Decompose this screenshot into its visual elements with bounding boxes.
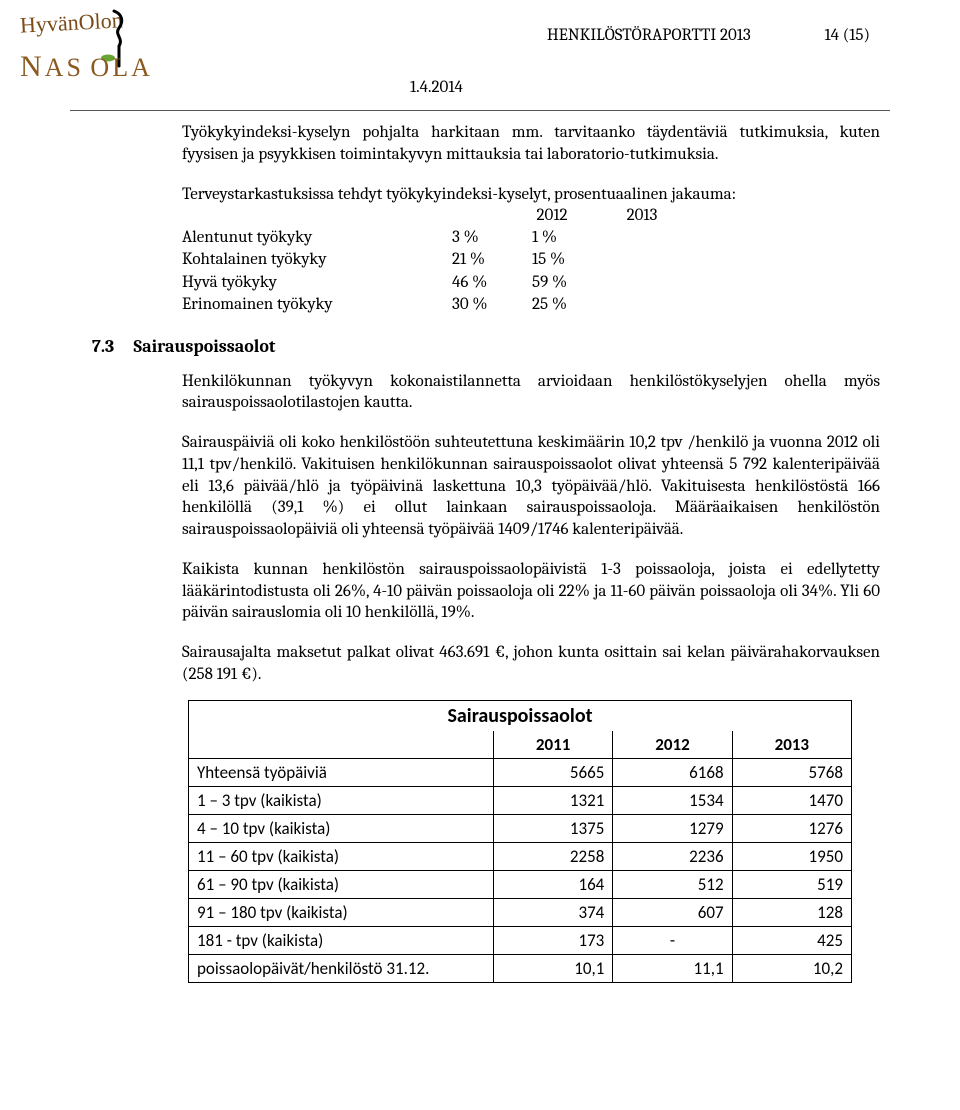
table-cell: 1279: [613, 814, 732, 842]
table-cell: 11,1: [613, 954, 732, 982]
table-header-row: 2011 2012 2013: [189, 731, 852, 759]
mini-table-label: Hyvä työkyky: [182, 272, 452, 294]
table-row: 61 – 90 tpv (kaikista) 164 512 519: [189, 870, 852, 898]
table-cell: 374: [493, 898, 612, 926]
workability-mini-table: 2012 2013 Alentunut työkyky 3 % 1 % Koht…: [182, 205, 880, 315]
table-row: 1 – 3 tpv (kaikista) 1321 1534 1470: [189, 786, 852, 814]
mini-table-row: Erinomainen työkyky 30 % 25 %: [182, 294, 880, 316]
mini-table-value: 3 %: [452, 227, 532, 249]
mini-table-row: Kohtalainen työkyky 21 % 15 %: [182, 249, 880, 271]
mini-table-label: Alentunut työkyky: [182, 227, 452, 249]
table-cell: 2236: [613, 842, 732, 870]
table-header-2011: 2011: [493, 731, 612, 759]
mini-table-value: 21 %: [452, 249, 532, 271]
section-number: 7.3: [92, 336, 130, 357]
table-header-empty: [189, 731, 494, 759]
mini-table-value: 15 %: [532, 249, 612, 271]
mini-table-row: Hyvä työkyky 46 % 59 %: [182, 272, 880, 294]
table-cell-label: 91 – 180 tpv (kaikista): [189, 898, 494, 926]
mini-table-header-2012: 2012: [452, 205, 592, 227]
mini-table-label: Kohtalainen työkyky: [182, 249, 452, 271]
table-title-row: Sairauspoissaolot: [189, 700, 852, 731]
table-cell-label: 181 - tpv (kaikista): [189, 926, 494, 954]
logo-main-text: NAS OLA: [20, 50, 153, 84]
table-cell: 1276: [732, 814, 851, 842]
table-cell-label: 1 – 3 tpv (kaikista): [189, 786, 494, 814]
mini-table-header-row: 2012 2013: [182, 205, 880, 227]
section-paragraph-3: Kaikista kunnan henkilöstön sairauspoiss…: [182, 559, 880, 624]
header-rule: [70, 110, 890, 111]
header-date: 1.4.2014: [410, 78, 463, 97]
table-cell: 1375: [493, 814, 612, 842]
table-cell: 607: [613, 898, 732, 926]
header-right: HENKILÖSTÖRAPORTTI 2013 14 (15): [547, 26, 870, 45]
table-cell: 5665: [493, 758, 612, 786]
mini-table-value: 46 %: [452, 272, 532, 294]
table-cell: 5768: [732, 758, 851, 786]
header-title: HENKILÖSTÖRAPORTTI 2013: [547, 26, 751, 45]
table-row: 11 – 60 tpv (kaikista) 2258 2236 1950: [189, 842, 852, 870]
table-cell: 1470: [732, 786, 851, 814]
table-cell: 519: [732, 870, 851, 898]
table-cell-label: 11 – 60 tpv (kaikista): [189, 842, 494, 870]
sairauspoissaolot-table: Sairauspoissaolot 2011 2012 2013 Yhteens…: [188, 700, 852, 983]
table-header-2013: 2013: [732, 731, 851, 759]
intro-paragraph-2: Terveystarkastuksissa tehdyt työkykyinde…: [182, 184, 880, 206]
intro-paragraph-1: Työkykyindeksi-kyselyn pohjalta harkitaa…: [182, 122, 880, 166]
table-cell: 512: [613, 870, 732, 898]
table-row: poissaolopäivät/henkilöstö 31.12. 10,1 1…: [189, 954, 852, 982]
page: HyvänOlon NAS OLA HENKILÖSTÖRAPORTTI 201…: [0, 0, 960, 1110]
mini-table-value: 59 %: [532, 272, 612, 294]
table-header-2012: 2012: [613, 731, 732, 759]
table-row: 91 – 180 tpv (kaikista) 374 607 128: [189, 898, 852, 926]
table-cell: 173: [493, 926, 612, 954]
table-cell: 1534: [613, 786, 732, 814]
mini-table-empty-header: [182, 205, 452, 227]
mini-table-header-2013: 2013: [592, 205, 682, 227]
table-cell: 10,2: [732, 954, 851, 982]
section-paragraph-1: Henkilökunnan työkyvyn kokonaistilannett…: [182, 371, 880, 415]
table-cell-label: 61 – 90 tpv (kaikista): [189, 870, 494, 898]
table-row: 4 – 10 tpv (kaikista) 1375 1279 1276: [189, 814, 852, 842]
mini-table-value: 30 %: [452, 294, 532, 316]
logo: HyvänOlon NAS OLA: [12, 8, 182, 98]
section-paragraph-2: Sairauspäiviä oli koko henkilöstöön suht…: [182, 432, 880, 541]
mini-table-label: Erinomainen työkyky: [182, 294, 452, 316]
table-title: Sairauspoissaolot: [189, 700, 852, 731]
page-indicator: 14 (15): [825, 26, 870, 45]
table-cell: 425: [732, 926, 851, 954]
section-title: Sairauspoissaolot: [134, 336, 276, 357]
mini-table-row: Alentunut työkyky 3 % 1 %: [182, 227, 880, 249]
table-cell: 6168: [613, 758, 732, 786]
section-heading: 7.3 Sairauspoissaolot: [92, 336, 880, 357]
mini-table-value: 25 %: [532, 294, 612, 316]
table-cell-label: poissaolopäivät/henkilöstö 31.12.: [189, 954, 494, 982]
table-cell-label: 4 – 10 tpv (kaikista): [189, 814, 494, 842]
table-row: 181 - tpv (kaikista) 173 - 425: [189, 926, 852, 954]
table-cell: 2258: [493, 842, 612, 870]
table-cell: -: [613, 926, 732, 954]
body-content: Työkykyindeksi-kyselyn pohjalta harkitaa…: [92, 122, 880, 983]
table-cell: 128: [732, 898, 851, 926]
table-cell: 10,1: [493, 954, 612, 982]
sairauspoissaolot-table-wrap: Sairauspoissaolot 2011 2012 2013 Yhteens…: [188, 700, 852, 983]
table-row: Yhteensä työpäiviä 5665 6168 5768: [189, 758, 852, 786]
table-cell-label: Yhteensä työpäiviä: [189, 758, 494, 786]
section-paragraph-4: Sairausajalta maksetut palkat olivat 463…: [182, 642, 880, 686]
table-cell: 164: [493, 870, 612, 898]
table-cell: 1321: [493, 786, 612, 814]
mini-table-value: 1 %: [532, 227, 612, 249]
table-cell: 1950: [732, 842, 851, 870]
